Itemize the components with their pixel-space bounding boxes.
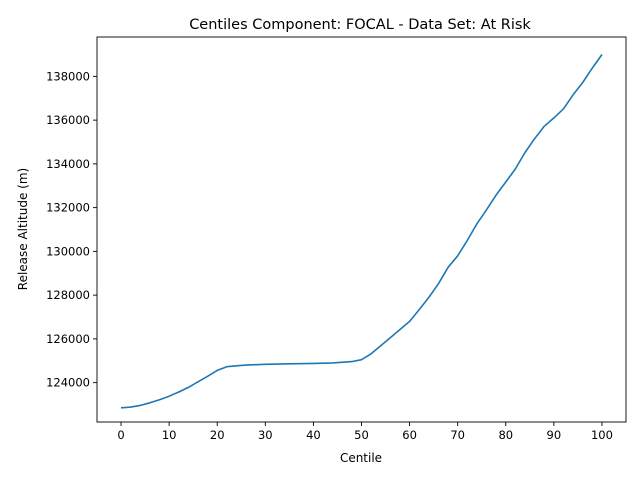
y-tick-label: 134000 (46, 157, 90, 171)
x-tick-label: 60 (402, 428, 417, 442)
y-axis-label: Release Altitude (m) (16, 168, 30, 290)
y-axis: 124000 126000 128000 130000 132000 134000 1360… (46, 69, 97, 390)
series-layer (120, 54, 603, 409)
x-axis-label: Centile (340, 451, 382, 465)
y-tick-label: 138000 (46, 69, 90, 83)
y-tick-label: 130000 (46, 244, 90, 258)
y-tick-label: 128000 (46, 288, 90, 302)
x-tick-label: 100 (591, 428, 613, 442)
chart-title: Centiles Component: FOCAL - Data Set: At… (189, 17, 531, 33)
x-tick-label: 10 (162, 428, 177, 442)
y-tick-label: 124000 (46, 376, 90, 390)
y-tick-label: 136000 (46, 113, 90, 127)
y-tick-label: 132000 (46, 201, 90, 215)
x-tick-label: 30 (258, 428, 273, 442)
x-tick-label: 90 (547, 428, 562, 442)
x-tick-label: 0 (117, 428, 124, 442)
y-tick-label: 126000 (46, 332, 90, 346)
x-tick-label: 40 (306, 428, 321, 442)
series-line (120, 54, 603, 409)
x-axis: 0 10 20 30 40 50 60 70 80 90 100 (117, 422, 613, 442)
x-tick-label: 80 (498, 428, 513, 442)
x-tick-label: 70 (450, 428, 465, 442)
x-tick-label: 50 (354, 428, 369, 442)
x-tick-label: 20 (210, 428, 225, 442)
